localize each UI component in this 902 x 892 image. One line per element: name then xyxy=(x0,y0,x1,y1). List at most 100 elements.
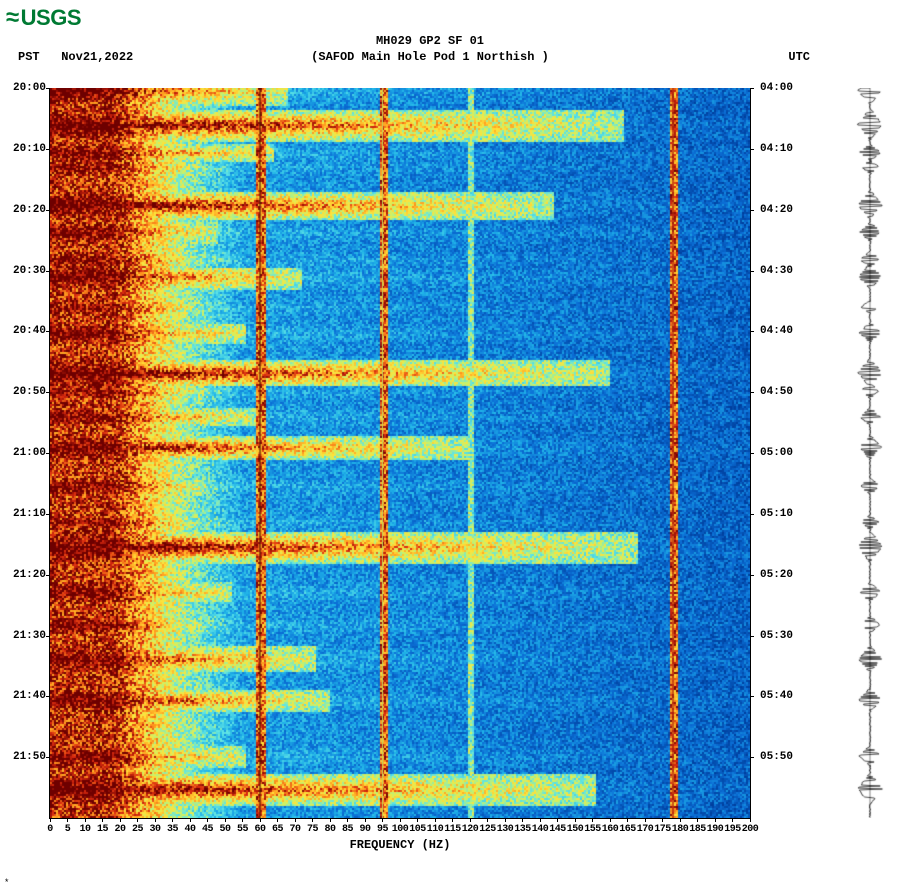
chart-header: PST Nov21,2022 MH029 GP2 SF 01 (SAFOD Ma… xyxy=(0,34,860,68)
ytick-right: 05:10 xyxy=(760,508,806,520)
ytick-right: 04:00 xyxy=(760,82,806,94)
xtick-mark xyxy=(715,818,716,822)
usgs-logo: USGS xyxy=(6,4,81,32)
ytick-mark xyxy=(750,392,754,393)
amplitude-canvas xyxy=(855,88,885,818)
ytick-right: 05:20 xyxy=(760,569,806,581)
ytick-right: 05:50 xyxy=(760,751,806,763)
ytick-right: 04:10 xyxy=(760,143,806,155)
ytick-left: 20:20 xyxy=(0,204,46,216)
xtick-label: 200 xyxy=(738,824,762,835)
xtick-mark xyxy=(610,818,611,822)
xtick-mark xyxy=(137,818,138,822)
spectrogram-canvas xyxy=(50,88,750,818)
xtick-mark xyxy=(522,818,523,822)
xtick-mark xyxy=(50,818,51,822)
xtick-mark xyxy=(312,818,313,822)
ytick-mark xyxy=(750,514,754,515)
ytick-right: 04:50 xyxy=(760,386,806,398)
xtick-mark xyxy=(277,818,278,822)
ytick-right: 04:40 xyxy=(760,325,806,337)
ytick-mark xyxy=(750,210,754,211)
xtick-mark xyxy=(540,818,541,822)
xtick-mark xyxy=(207,818,208,822)
ytick-mark xyxy=(46,149,50,150)
corner-mark: * xyxy=(4,878,9,888)
xtick-mark xyxy=(365,818,366,822)
xtick-mark xyxy=(417,818,418,822)
amplitude-strip xyxy=(855,88,885,818)
ytick-mark xyxy=(46,88,50,89)
ytick-right: 05:30 xyxy=(760,630,806,642)
xtick-mark xyxy=(452,818,453,822)
xtick-mark xyxy=(557,818,558,822)
ytick-mark xyxy=(46,331,50,332)
ytick-left: 21:50 xyxy=(0,751,46,763)
ytick-mark xyxy=(750,331,754,332)
ytick-right: 04:30 xyxy=(760,265,806,277)
xtick-mark xyxy=(575,818,576,822)
ytick-right: 05:00 xyxy=(760,447,806,459)
ytick-mark xyxy=(750,149,754,150)
xtick-mark xyxy=(242,818,243,822)
ytick-right: 04:20 xyxy=(760,204,806,216)
ytick-mark xyxy=(46,636,50,637)
xtick-mark xyxy=(120,818,121,822)
xtick-mark xyxy=(487,818,488,822)
ytick-mark xyxy=(46,696,50,697)
ytick-left: 21:20 xyxy=(0,569,46,581)
xtick-mark xyxy=(750,818,751,822)
xtick-mark xyxy=(435,818,436,822)
xtick-mark xyxy=(225,818,226,822)
ytick-right: 05:40 xyxy=(760,690,806,702)
ytick-left: 21:40 xyxy=(0,690,46,702)
xtick-mark xyxy=(172,818,173,822)
xtick-mark xyxy=(680,818,681,822)
ytick-mark xyxy=(46,392,50,393)
ytick-left: 20:30 xyxy=(0,265,46,277)
xtick-mark xyxy=(697,818,698,822)
ytick-mark xyxy=(750,757,754,758)
ytick-left: 20:40 xyxy=(0,325,46,337)
xtick-mark xyxy=(470,818,471,822)
ytick-left: 21:00 xyxy=(0,447,46,459)
ytick-mark xyxy=(46,757,50,758)
ytick-mark xyxy=(750,453,754,454)
ytick-left: 21:10 xyxy=(0,508,46,520)
title-line1: MH029 GP2 SF 01 xyxy=(0,34,860,48)
xtick-mark xyxy=(592,818,593,822)
xtick-mark xyxy=(347,818,348,822)
title-line2: (SAFOD Main Hole Pod 1 Northish ) xyxy=(0,50,860,64)
header-right-timezone: UTC xyxy=(788,50,810,64)
xtick-mark xyxy=(190,818,191,822)
xtick-mark xyxy=(627,818,628,822)
ytick-mark xyxy=(46,453,50,454)
ytick-left: 20:00 xyxy=(0,82,46,94)
spectrogram-plot xyxy=(50,88,750,818)
xtick-mark xyxy=(260,818,261,822)
ytick-mark xyxy=(46,575,50,576)
ytick-mark xyxy=(46,271,50,272)
xtick-mark xyxy=(662,818,663,822)
xtick-mark xyxy=(102,818,103,822)
ytick-mark xyxy=(46,210,50,211)
ytick-mark xyxy=(750,88,754,89)
xtick-mark xyxy=(382,818,383,822)
xtick-mark xyxy=(295,818,296,822)
xtick-mark xyxy=(85,818,86,822)
xtick-mark xyxy=(67,818,68,822)
ytick-mark xyxy=(750,696,754,697)
xtick-mark xyxy=(732,818,733,822)
ytick-mark xyxy=(750,636,754,637)
ytick-mark xyxy=(750,271,754,272)
ytick-mark xyxy=(750,575,754,576)
xtick-mark xyxy=(330,818,331,822)
xtick-mark xyxy=(645,818,646,822)
ytick-left: 20:50 xyxy=(0,386,46,398)
ytick-left: 21:30 xyxy=(0,630,46,642)
ytick-mark xyxy=(46,514,50,515)
xtick-mark xyxy=(155,818,156,822)
x-axis-label: FREQUENCY (HZ) xyxy=(50,838,750,852)
ytick-left: 20:10 xyxy=(0,143,46,155)
xtick-mark xyxy=(400,818,401,822)
